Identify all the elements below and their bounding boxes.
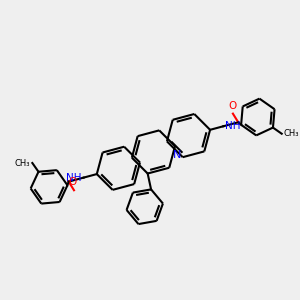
Text: O: O — [229, 101, 237, 111]
Text: N: N — [172, 150, 181, 160]
Text: NH: NH — [66, 172, 82, 183]
Text: CH₃: CH₃ — [15, 158, 30, 167]
Text: CH₃: CH₃ — [284, 129, 299, 138]
Text: NH: NH — [225, 121, 241, 131]
Text: O: O — [68, 177, 76, 187]
